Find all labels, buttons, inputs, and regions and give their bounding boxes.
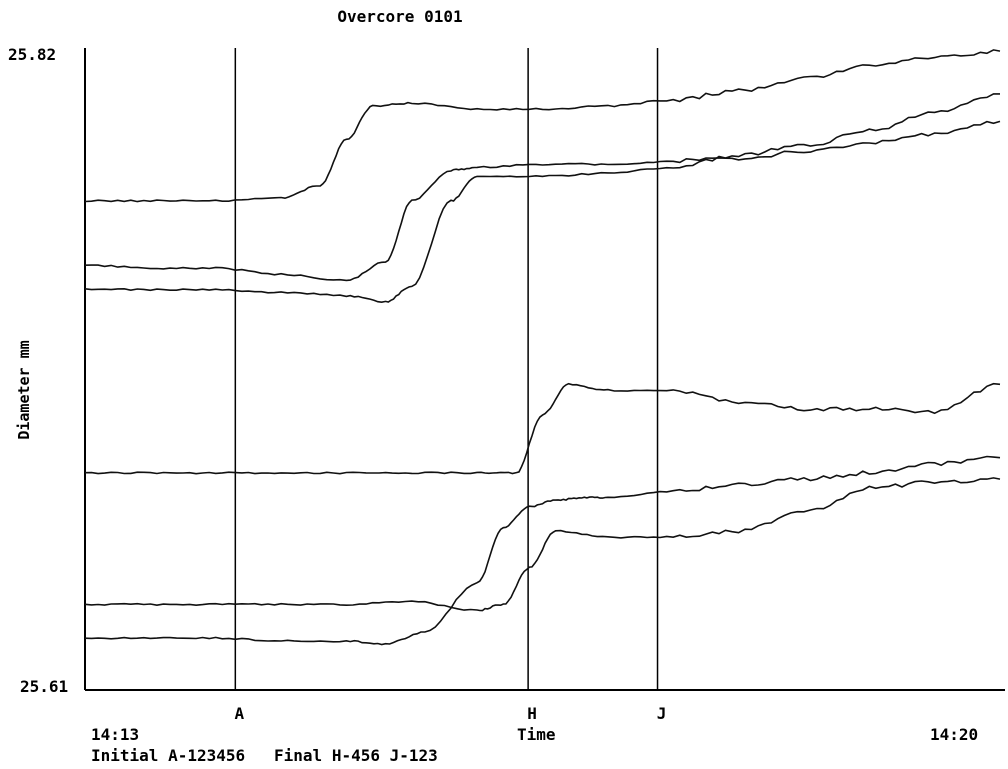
marker-label-a: A (235, 704, 245, 723)
series-line-4 (84, 382, 1001, 475)
marker-label-h: H (527, 704, 537, 723)
series-group (84, 49, 1001, 646)
marker-label-j: J (657, 704, 667, 723)
chart-title: Overcore 0101 (337, 7, 462, 26)
x-tick-label-start: 14:13 (91, 725, 139, 744)
series-line-5 (84, 477, 1001, 612)
footer-note: Initial A-123456 Final H-456 J-123 (91, 746, 438, 765)
y-tick-label-top: 25.82 (8, 45, 56, 64)
series-line-1 (84, 49, 1001, 203)
y-tick-label-bottom: 25.61 (20, 677, 68, 696)
y-axis-label: Diameter mm (15, 340, 33, 439)
series-line-6 (84, 455, 1001, 646)
x-tick-label-end: 14:20 (930, 725, 978, 744)
x-axis-label: Time (517, 725, 556, 744)
series-line-3 (84, 120, 1001, 282)
series-line-2 (84, 93, 1000, 304)
